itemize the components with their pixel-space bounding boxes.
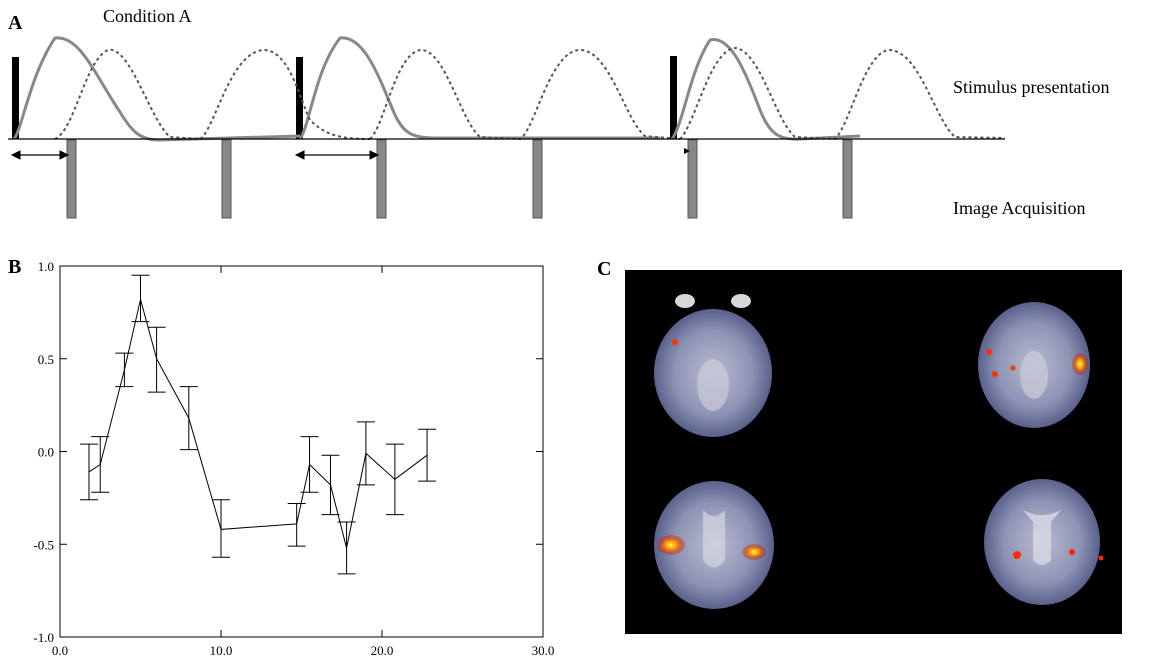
panel-b-letter: B [8,256,22,278]
x-tick-label: 20.0 [371,643,394,658]
y-tick-label: -0.5 [33,537,54,552]
delay-arrow [294,150,380,160]
response-curve-dotted [679,46,1006,141]
response-curve-solid [298,36,660,140]
timing-diagram [8,36,1006,219]
image-acquisition-label: Image Acquisition [953,198,1086,218]
response-curve-solid [670,38,861,141]
panel-c-letter: C [597,258,612,280]
brain-slice [984,479,1104,605]
response-curve-dotted [369,48,681,141]
stimulus-presentation-label: Stimulus presentation [953,77,1110,97]
acquisition-bar [66,139,77,219]
stimulus-bar [12,57,19,139]
condition-a-label: Condition A [103,6,192,26]
acquisition-bar [687,139,698,219]
stimulus-bar [670,56,677,139]
response-chart: -1.0 -0.5 0.0 0.5 1.0 0.0 10.0 20.0 30.0 [33,259,555,658]
acquisition-bar [532,139,543,219]
delay-arrow [10,150,70,160]
x-tick-label: 10.0 [210,643,233,658]
y-tick-label: 0.0 [38,445,54,460]
acquisition-bar [842,139,853,219]
acquisition-bar [376,139,387,219]
y-tick-label: 0.5 [38,352,54,367]
brain-slice [654,294,772,437]
delay-arrow [670,148,690,154]
x-tick-label: 0.0 [52,643,68,658]
response-curve-dotted [54,48,371,141]
brain-slice [654,481,774,609]
panel-a-letter: A [8,12,23,34]
brain-slices [654,294,1104,609]
acquisition-bar [221,139,232,219]
x-tick-label: 30.0 [532,643,555,658]
y-tick-label: -1.0 [33,630,54,645]
response-curve-solid [12,36,301,142]
brain-slice [978,302,1090,428]
stimulus-bar [296,57,303,139]
y-tick-label: 1.0 [38,259,54,274]
series-line [88,299,428,549]
brain-image-panel [625,270,1122,634]
